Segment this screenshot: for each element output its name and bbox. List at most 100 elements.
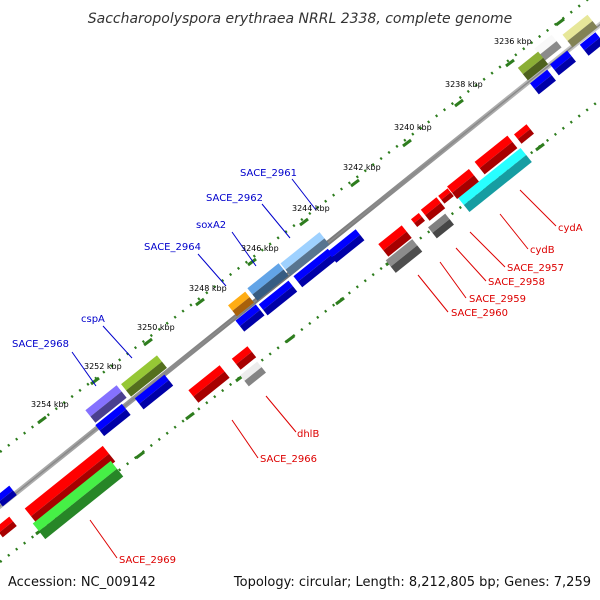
tick-label: 3250 kbp	[137, 323, 175, 332]
gene-feature	[534, 34, 562, 62]
gene-feature	[235, 304, 265, 332]
major-tick	[299, 217, 309, 227]
major-tick	[143, 337, 153, 347]
gene-feature	[579, 32, 600, 56]
major-tick	[402, 138, 412, 148]
major-tick	[335, 296, 345, 306]
tick-label: 3252 kbp	[84, 362, 122, 371]
major-tick	[185, 411, 195, 421]
gene-label-sace-2960[interactable]: SACE_2960	[451, 308, 508, 319]
gene-label-sace-2959[interactable]: SACE_2959	[469, 294, 526, 305]
gene-feature	[231, 346, 257, 370]
leader-line	[469, 231, 506, 268]
gene-label-sace-2964[interactable]: SACE_2964	[144, 242, 201, 253]
forward-gene-labels: SACE_2961 SACE_2962 soxA2 SACE_2964 cspA…	[12, 168, 297, 350]
leader-line	[519, 189, 557, 227]
leader-line	[261, 203, 291, 239]
gene-feature	[121, 355, 167, 397]
leader-line	[71, 351, 97, 387]
gene-feature	[517, 51, 549, 81]
gene-label-sace-2966[interactable]: SACE_2966	[260, 454, 317, 465]
tick-label: 3254 kbp	[31, 400, 69, 409]
major-tick	[454, 98, 464, 108]
tick-label: 3244 kbp	[292, 204, 330, 213]
major-tick	[247, 257, 257, 267]
gene-label-sace-2961[interactable]: SACE_2961	[240, 168, 297, 179]
gene-feature	[247, 263, 289, 301]
topology-text: Topology: circular; Length: 8,212,805 bp…	[233, 575, 591, 590]
gene-feature	[438, 188, 454, 204]
gene-label-sace-2969[interactable]: SACE_2969	[119, 555, 176, 566]
gene-feature	[32, 460, 124, 540]
leader-line	[455, 247, 487, 282]
major-tick	[285, 334, 295, 344]
gene-feature	[24, 445, 116, 525]
tick-label: 3240 kbp	[394, 123, 432, 132]
gene-label-sace-2958[interactable]: SACE_2958	[488, 277, 545, 288]
gene-label-cyda[interactable]: cydA	[558, 223, 583, 234]
leader-line	[231, 419, 259, 459]
gene-feature	[420, 197, 446, 221]
gene-feature	[258, 280, 298, 316]
gene-label-sace-2957[interactable]: SACE_2957	[507, 263, 564, 274]
reverse-gene-labels: cydA cydB SACE_2957 SACE_2958 SACE_2959 …	[119, 223, 583, 566]
gene-feature	[0, 485, 17, 507]
major-tick	[195, 297, 205, 307]
leader-line	[417, 274, 449, 313]
major-tick	[135, 450, 145, 460]
map-title: Saccharopolyspora erythraea NRRL 2338, c…	[88, 11, 513, 27]
gene-label-sace-2962[interactable]: SACE_2962	[206, 193, 263, 204]
tick-label: 3248 kbp	[189, 284, 227, 293]
gene-feature	[474, 135, 518, 175]
gene-feature	[458, 147, 532, 213]
major-tick	[37, 415, 47, 425]
features	[0, 14, 600, 540]
leader-line	[231, 231, 257, 267]
gene-feature	[327, 229, 365, 263]
accession-text: Accession: NC_009142	[8, 575, 156, 590]
gene-feature	[385, 239, 423, 273]
tick-label: 3238 kbp	[445, 80, 483, 89]
leader-line	[439, 261, 467, 299]
major-tick	[535, 142, 545, 152]
gene-feature	[85, 385, 127, 423]
gene-feature	[550, 50, 576, 76]
gene-feature	[530, 69, 556, 95]
leader-line	[265, 395, 297, 433]
tick-label: 3246 kbp	[241, 244, 279, 253]
gene-label-dhlb[interactable]: dhlB	[297, 429, 319, 440]
gene-feature	[378, 225, 412, 257]
gene-feature	[0, 516, 17, 538]
gene-label-sace-2968[interactable]: SACE_2968	[12, 339, 69, 350]
leader-line	[197, 253, 227, 287]
label-leader-lines	[71, 178, 557, 559]
gene-label-cspa[interactable]: cspA	[81, 314, 105, 325]
major-tick	[505, 58, 515, 68]
gene-feature	[240, 361, 266, 387]
gene-feature	[228, 291, 254, 317]
gene-label-cydb[interactable]: cydB	[530, 245, 555, 256]
gene-feature	[410, 212, 426, 228]
major-tick	[90, 376, 100, 386]
leader-line	[89, 519, 118, 559]
gene-feature	[447, 168, 479, 200]
tick-label: 3236 kbp	[494, 37, 532, 46]
leader-line	[291, 178, 317, 211]
gene-label-soxa2[interactable]: soxA2	[196, 220, 226, 231]
tick-labels: 3236 kbp 3238 kbp 3240 kbp 3242 kbp 3244…	[31, 37, 532, 409]
leader-line	[102, 325, 133, 359]
leader-line	[499, 213, 529, 250]
major-tick	[350, 178, 360, 188]
gene-feature	[293, 248, 337, 288]
dot-line	[0, 0, 590, 453]
gene-feature	[280, 232, 330, 276]
gene-feature	[134, 374, 174, 410]
gene-feature	[562, 14, 598, 48]
tick-label: 3242 kbp	[343, 163, 381, 172]
gene-feature	[95, 403, 131, 437]
gene-feature	[428, 213, 454, 239]
gene-feature	[514, 124, 534, 144]
major-tick	[555, 17, 565, 27]
